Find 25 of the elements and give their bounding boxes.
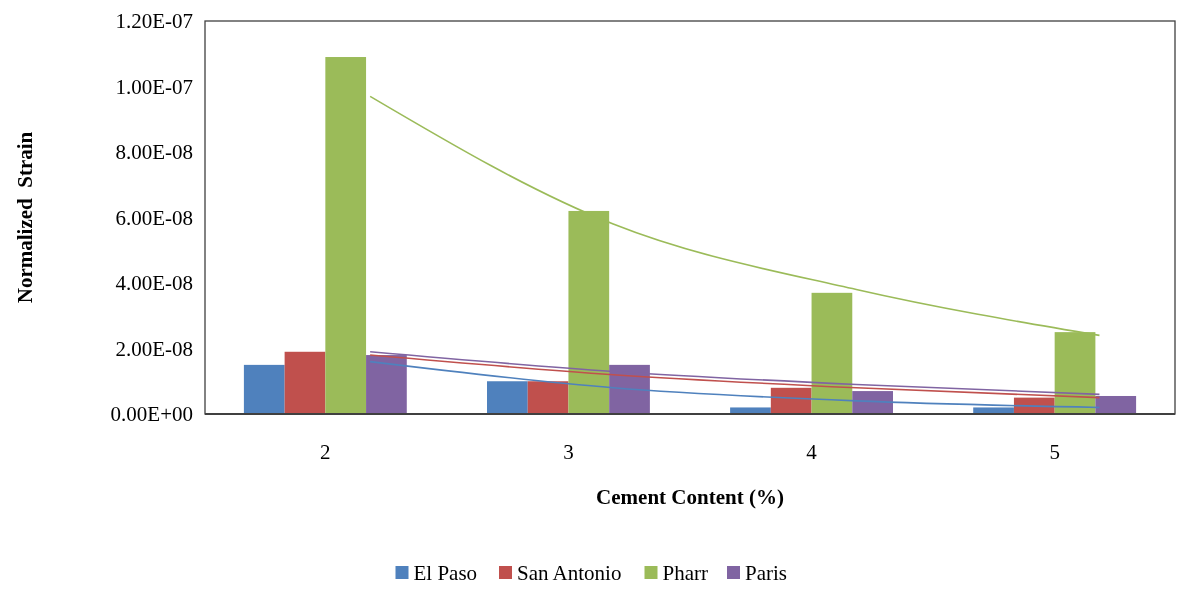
x-tick-label: 5 xyxy=(1049,440,1060,464)
y-tick-label: 1.00E-07 xyxy=(115,74,193,99)
bar xyxy=(527,381,569,414)
y-tick-label: 8.00E-08 xyxy=(115,140,193,165)
bar xyxy=(730,407,771,414)
x-tick-label: 4 xyxy=(806,440,818,464)
x-axis-title: Cement Content (%) xyxy=(596,485,784,509)
legend-label: San Antonio xyxy=(517,561,622,586)
bar xyxy=(811,292,853,414)
legend-label: Pharr xyxy=(662,561,708,586)
y-tick-label: 6.00E-08 xyxy=(115,205,193,230)
x-tick-label: 3 xyxy=(563,440,574,464)
legend-label: El Paso xyxy=(413,561,478,586)
bar xyxy=(284,351,326,414)
y-axis-title: Normalized Strain xyxy=(13,131,37,304)
bar xyxy=(770,387,812,414)
y-tick-label: 1.20E-07 xyxy=(115,9,193,34)
y-tick-label: 4.00E-08 xyxy=(115,271,193,296)
bar xyxy=(243,364,285,414)
bar xyxy=(325,57,367,414)
y-tick-label: 0.00E+00 xyxy=(110,402,193,427)
line-series xyxy=(369,360,1101,409)
y-tick-label: 2.00E-08 xyxy=(115,336,193,361)
legend-label: Paris xyxy=(745,561,787,586)
x-tick-label: 2 xyxy=(320,440,331,464)
